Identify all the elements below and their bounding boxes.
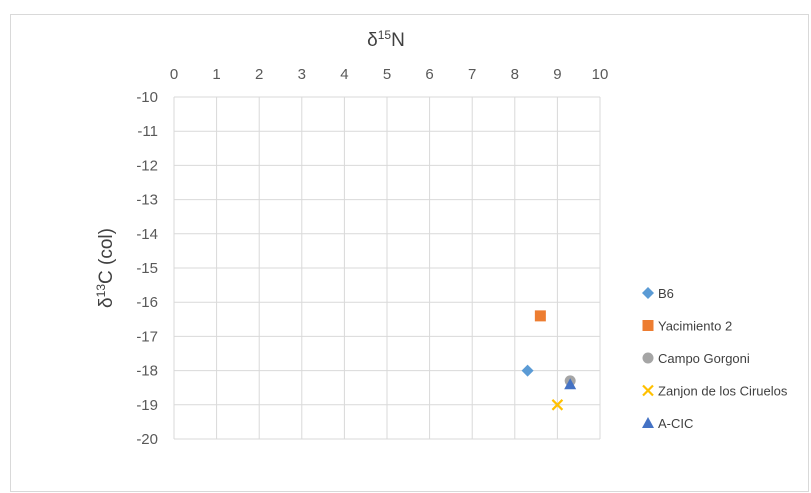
legend-marker (642, 384, 654, 397)
x-tick-label: 7 (468, 66, 476, 83)
legend-label: Zanjon de los Ciruelos (658, 384, 788, 399)
x-tick-label: 2 (255, 66, 263, 83)
y-tick-label: -13 (136, 192, 158, 209)
y-tick-label: -17 (136, 328, 158, 345)
y-axis-ticks: -10 -11 -12 -13 -14 -15 -16 -17 -18 -19 -20 (136, 89, 158, 448)
x-tick-label: 1 (212, 66, 220, 83)
data-point (521, 364, 534, 377)
x-tick-label: 6 (425, 66, 433, 83)
y-tick-label: -18 (136, 363, 158, 380)
chart-frame (10, 14, 809, 492)
y-tick-label: -12 (136, 157, 158, 174)
y-axis-title: δ13C (col) (94, 228, 117, 308)
legend-marker (642, 287, 654, 299)
y-tick-label: -15 (136, 260, 158, 277)
y-tick-label: -11 (137, 123, 158, 140)
y-tick-label: -19 (136, 397, 158, 414)
legend-marker (642, 417, 654, 428)
plot-grid (173, 96, 601, 440)
data-point (564, 378, 577, 390)
y-tick-label: -16 (136, 294, 158, 311)
legend-label: Yacimiento 2 (658, 319, 732, 334)
legend-label: Campo Gorgoni (658, 351, 750, 366)
data-points (521, 310, 577, 411)
legend: B6 Yacimiento 2 Campo Gorgoni Zanjon de los… (642, 286, 788, 431)
legend-label: A-CIC (658, 416, 693, 431)
y-tick-label: -10 (136, 89, 158, 106)
x-tick-label: 10 (592, 66, 609, 83)
legend-marker (642, 320, 654, 331)
x-tick-label: 3 (298, 66, 306, 83)
x-tick-label: 4 (340, 66, 348, 83)
x-axis-ticks: 0 1 2 3 4 5 6 7 8 9 10 (170, 66, 609, 83)
y-tick-label: -14 (136, 226, 158, 243)
y-tick-label: -20 (136, 431, 158, 448)
x-tick-label: 9 (553, 66, 561, 83)
data-point (534, 310, 546, 322)
x-tick-label: 8 (511, 66, 519, 83)
legend-label: B6 (658, 286, 674, 301)
x-tick-label: 5 (383, 66, 391, 83)
x-axis-title: δ15N (367, 28, 405, 51)
x-tick-label: 0 (170, 66, 178, 83)
legend-marker (642, 352, 654, 364)
data-point (551, 399, 564, 411)
